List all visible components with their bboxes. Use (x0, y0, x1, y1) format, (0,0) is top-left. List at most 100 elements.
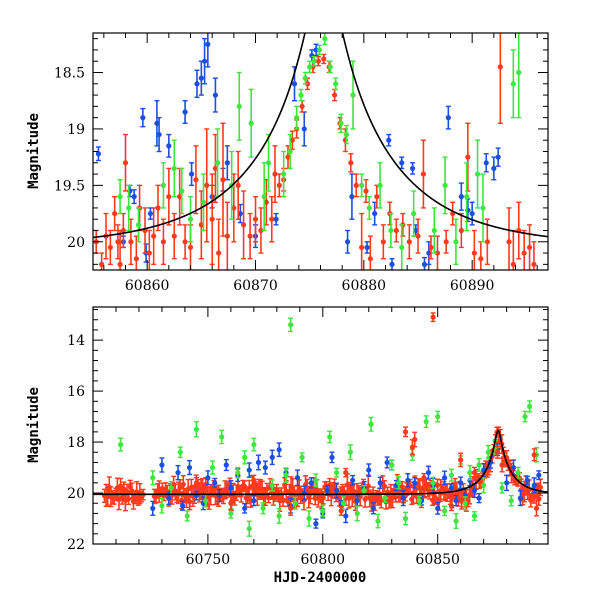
data-point-s2 (431, 207, 437, 254)
x-axis-label: HJD-2400000 (274, 570, 367, 586)
data-point-s0 (131, 189, 137, 205)
data-point-s2 (322, 33, 328, 45)
data-point-s0 (205, 33, 211, 68)
data-point-s2 (338, 113, 344, 134)
data-point-s0 (435, 501, 441, 515)
data-point-s1 (393, 218, 399, 243)
data-point-s0 (262, 460, 268, 475)
data-point-s1 (347, 444, 353, 461)
y-tick-label: 20 (67, 486, 85, 502)
data-point-s2 (366, 195, 372, 220)
data-point-s1 (415, 218, 421, 254)
data-point-s1 (219, 429, 225, 445)
data-point-s1 (159, 497, 165, 514)
data-point-s1 (151, 207, 157, 266)
data-point-s0 (188, 162, 195, 187)
data-point-s1 (448, 468, 455, 482)
data-point-s1 (506, 207, 512, 270)
data-point-s0 (269, 449, 275, 466)
model-curve-top (93, 33, 548, 239)
data-point-s1 (367, 235, 373, 270)
data-point-s1 (224, 201, 230, 270)
data-point-s0 (469, 201, 475, 226)
data-point-s0 (150, 500, 156, 516)
data-point-s2 (193, 476, 200, 489)
data-point-s1 (209, 460, 216, 475)
data-point-s1 (204, 128, 210, 243)
data-point-s2 (298, 88, 304, 102)
data-point-s2 (281, 150, 287, 198)
y-tick-label: 19.5 (54, 178, 85, 194)
data-point-s1 (177, 446, 183, 459)
data-point-s2 (126, 184, 132, 232)
data-point-s2 (412, 431, 418, 448)
data-point-s2 (377, 162, 383, 209)
data-point-s1 (327, 430, 333, 444)
data-point-s1 (146, 229, 152, 270)
data-point-s2 (458, 452, 464, 468)
data-point-s2 (117, 179, 123, 215)
points-layer-bottom (101, 312, 544, 537)
data-point-s0 (425, 465, 432, 480)
data-point-s0 (412, 477, 418, 489)
data-point-s1 (497, 33, 503, 124)
data-point-s0 (212, 477, 218, 488)
data-point-s1 (441, 505, 448, 517)
data-point-s2 (402, 426, 409, 438)
data-point-s2 (228, 495, 234, 511)
data-point-s0 (224, 145, 230, 181)
data-point-s2 (516, 33, 522, 119)
data-point-s0 (483, 153, 489, 173)
data-point-s0 (166, 133, 172, 158)
data-point-s1 (380, 224, 386, 260)
data-point-s0 (453, 494, 459, 507)
data-point-s2 (343, 467, 349, 478)
data-point-s2 (171, 139, 177, 198)
data-point-s0 (349, 173, 355, 220)
data-point-s1 (420, 139, 427, 209)
data-point-s2 (421, 472, 427, 483)
data-point-s1 (272, 145, 278, 203)
data-point-s1 (193, 421, 200, 438)
data-point-s2 (474, 139, 481, 209)
data-point-s0 (458, 182, 464, 211)
ticks-top: 60860 60870 60880 60890 18.5 19 19.5 20 (54, 33, 548, 294)
data-point-s2 (453, 218, 459, 266)
data-point-s1 (251, 437, 257, 452)
data-point-s1 (283, 467, 289, 484)
data-point-s1 (499, 482, 505, 494)
y-tick-label: 14 (67, 333, 85, 349)
x-tick-label: 60850 (415, 552, 460, 568)
data-point-s1 (481, 477, 487, 494)
data-point-s1 (453, 513, 459, 530)
data-point-s1 (389, 459, 395, 471)
data-point-s1 (112, 195, 118, 232)
data-point-s0 (198, 60, 204, 96)
data-point-s2 (359, 173, 365, 198)
data-point-s1 (508, 494, 514, 507)
data-point-s1 (150, 470, 156, 486)
data-point-s2 (160, 162, 167, 209)
data-point-s1 (353, 173, 359, 198)
data-point-s0 (491, 156, 497, 181)
data-point-s1 (122, 133, 129, 192)
data-point-s1 (133, 235, 139, 270)
data-point-s2 (187, 195, 194, 243)
data-point-s1 (450, 201, 456, 226)
data-point-s1 (527, 400, 533, 413)
data-point-s1 (428, 235, 434, 260)
data-point-s1 (203, 493, 209, 508)
data-point-s1 (128, 218, 134, 266)
data-point-s1 (396, 476, 402, 490)
plot-frame-bottom (92, 306, 549, 545)
data-point-s0 (194, 69, 200, 99)
data-point-s2 (236, 71, 242, 141)
data-point-s2 (288, 500, 294, 516)
data-point-s1 (209, 173, 215, 266)
data-point-s0 (366, 463, 372, 477)
data-point-s2 (179, 167, 185, 215)
data-point-s2 (480, 173, 486, 243)
data-point-s1 (99, 252, 105, 270)
data-point-s2 (343, 124, 350, 145)
data-point-s0 (343, 508, 349, 524)
